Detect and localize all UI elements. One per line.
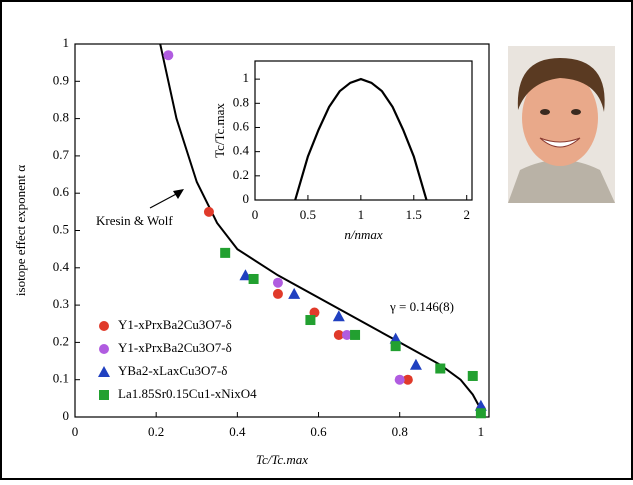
x-tick-label: 0.5	[300, 207, 316, 222]
curve-arrow	[149, 191, 181, 209]
data-point	[435, 363, 446, 374]
legend-label: Y1-xPrxBa2Cu3O7-δ	[118, 340, 232, 355]
data-point	[475, 408, 486, 419]
legend-marker	[99, 321, 109, 331]
photo-eye	[571, 109, 581, 115]
data-point	[409, 358, 422, 370]
x-axis-label: Tc/Tc.max	[256, 452, 308, 467]
x-tick-label: 2	[463, 207, 470, 222]
photo	[508, 46, 615, 203]
legend-label: Y1-xPrxBa2Cu3O7-δ	[118, 317, 232, 332]
y-tick-label: 0.5	[53, 221, 69, 236]
y-tick-label: 0.2	[53, 333, 69, 348]
x-tick-label: 0.6	[310, 424, 327, 439]
data-point	[394, 374, 405, 385]
data-point	[239, 269, 252, 281]
legend-label: La1.85Sr0.15Cu1-xNixO4	[118, 386, 257, 401]
data-point	[402, 374, 413, 385]
y-tick-label: 0.8	[233, 94, 249, 109]
y-axis-label: Tc/Tc.max	[212, 103, 227, 158]
x-tick-label: 0.4	[229, 424, 246, 439]
y-tick-label: 0.7	[53, 147, 70, 162]
y-tick-label: 0.4	[53, 259, 70, 274]
data-point	[389, 332, 402, 344]
legend-marker	[99, 390, 109, 400]
x-tick-label: 0.2	[148, 424, 164, 439]
data-point	[341, 329, 352, 340]
data-point	[163, 50, 174, 61]
data-point	[272, 288, 283, 299]
legend-marker	[98, 366, 110, 377]
y-axis-label: isotope effect exponent α	[13, 165, 28, 296]
line	[294, 77, 428, 201]
annotation: γ = 0.146(8)	[389, 299, 454, 314]
data-point	[248, 273, 259, 284]
y-tick-label: 0.6	[233, 118, 250, 133]
x-tick-label: 1	[358, 207, 365, 222]
curve-label: Kresin & Wolf	[96, 213, 173, 228]
y-tick-label: 0.2	[233, 167, 249, 182]
photo-shirt	[508, 160, 615, 203]
data-point	[203, 206, 214, 217]
data-point	[467, 370, 478, 381]
y-tick-label: 0.8	[53, 110, 69, 125]
legend-marker	[99, 344, 109, 354]
x-tick-label: 0	[252, 207, 259, 222]
x-tick-label: 1.5	[406, 207, 422, 222]
photo-face	[522, 70, 598, 166]
y-tick-label: 0.9	[53, 72, 69, 87]
y-tick-label: 1	[243, 70, 250, 85]
y-tick-label: 0.1	[53, 371, 69, 386]
y-tick-label: 0.6	[53, 184, 70, 199]
data-point	[333, 329, 344, 340]
data-point	[272, 277, 283, 288]
curve-arrowhead	[173, 189, 184, 199]
y-tick-label: 0.3	[53, 296, 69, 311]
y-tick-label: 0	[243, 191, 250, 206]
x-tick-label: 1	[478, 424, 485, 439]
photo-eye	[540, 109, 550, 115]
x-axis-label: n/nmax	[344, 227, 383, 242]
y-tick-label: 1	[63, 35, 70, 50]
data-point	[305, 315, 316, 326]
photo-hair	[517, 58, 605, 112]
data-point	[332, 310, 345, 322]
fit-curve	[159, 43, 482, 410]
photo-smile	[539, 137, 581, 148]
y-tick-label: 0.4	[233, 143, 250, 158]
x-tick-label: 0.8	[392, 424, 408, 439]
legend-label: YBa2-xLaxCu3O7-δ	[118, 363, 227, 378]
plot-frame	[254, 60, 473, 201]
y-tick-label: 0	[63, 408, 70, 423]
data-point	[220, 247, 231, 258]
data-point	[288, 287, 301, 299]
data-point	[390, 341, 401, 352]
data-point	[350, 329, 361, 340]
x-tick-label: 0	[72, 424, 79, 439]
data-point	[474, 399, 487, 411]
